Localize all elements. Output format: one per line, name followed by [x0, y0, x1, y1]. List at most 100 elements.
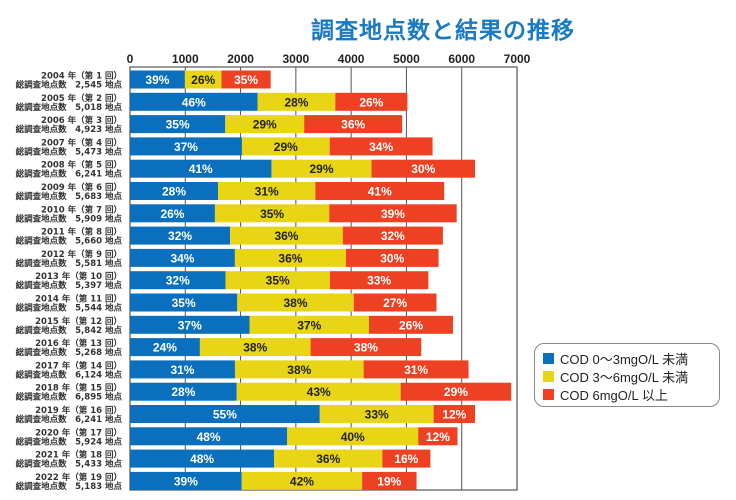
row-label-total: 総調査地点数 4,923 地点 — [16, 124, 123, 135]
bar-segment — [433, 405, 476, 423]
bar-segment — [199, 338, 311, 357]
legend-swatch-yellow — [543, 370, 554, 382]
bar-segment-label: 46% — [182, 95, 206, 109]
bar-segment — [130, 159, 272, 178]
row-label-total: 総調査地点数 5,909 地点 — [16, 213, 123, 224]
bar-segment — [130, 271, 226, 290]
bars: 39% 26% 35%46% 28% 26%35% 29% 36%37% 29% 34%41% 2… — [130, 70, 512, 490]
bar-segment — [184, 70, 222, 89]
x-axis-ticks: 0 1000 2000 3000 4000 5000 6000 7000 — [127, 52, 531, 66]
bar-segment-label: 19% — [377, 474, 401, 488]
bar-segment — [342, 226, 443, 245]
row-label-total: 総調査地点数 2,545 地点 — [16, 80, 123, 91]
row-label-year: 2013 年（第 10 回） — [35, 271, 122, 282]
legend-item-cod-0-3: COD 0～3mgO/L 未満 — [543, 349, 711, 367]
bar-segment — [230, 226, 343, 245]
bar-segment-label: 29% — [274, 140, 298, 154]
row-label-year: 2016 年（第 13 回） — [35, 338, 122, 349]
bar-segment-label: 38% — [243, 341, 267, 355]
bar-segment-label: 30% — [411, 162, 435, 176]
row-label-total: 総調査地点数 5,433 地点 — [16, 459, 123, 470]
bar-segment-label: 30% — [380, 251, 404, 265]
bar-segment-label: 32% — [168, 229, 192, 243]
bar-segment — [335, 92, 408, 111]
bar-segment-label: 16% — [394, 452, 418, 466]
row-label-total: 総調査地点数 5,183 地点 — [16, 481, 123, 492]
bar-segment-label: 37% — [297, 318, 321, 332]
bar-segment-label: 38% — [354, 341, 378, 355]
legend-swatch-red — [543, 388, 554, 400]
bar-segment — [237, 293, 354, 312]
row-label-total: 総調査地点数 6,895 地点 — [16, 392, 123, 403]
bar-segment — [363, 360, 469, 379]
bar-segment-label: 24% — [153, 341, 177, 355]
x-tick-label: 0 — [127, 52, 134, 66]
bar-segment — [271, 159, 372, 178]
row-label-total: 総調査地点数 5,683 地点 — [16, 191, 123, 202]
row-label-year: 2005 年（第 2 回） — [41, 93, 122, 104]
legend-label: COD 0～3mgO/L 未満 — [560, 351, 689, 367]
row-label-total: 総調査地点数 5,268 地点 — [16, 347, 123, 358]
bar-segment — [130, 70, 185, 89]
bar-segment — [234, 248, 346, 267]
row-label-total: 総調査地点数 5,924 地点 — [16, 436, 123, 447]
row-label-total: 総調査地点数 6,241 地点 — [16, 169, 123, 180]
row-label-total: 総調査地点数 5,397 地点 — [16, 280, 123, 291]
x-tick-label: 6000 — [448, 52, 475, 66]
bar-segment — [310, 338, 422, 357]
row-label-year: 2022 年（第 19 回） — [35, 472, 122, 483]
legend-item-cod-3-6: COD 3～6mgO/L 未満 — [543, 367, 711, 385]
bar-segment — [236, 382, 401, 401]
bar-segment — [225, 271, 330, 290]
bar-segment-label: 31% — [404, 363, 428, 377]
bar-segment — [369, 315, 453, 334]
bar-segment — [304, 115, 403, 134]
bar-segment-label: 41% — [189, 162, 213, 176]
bar-segment — [130, 315, 250, 334]
legend-swatch-blue — [543, 352, 554, 364]
row-label-year: 2020 年（第 17 回） — [35, 427, 122, 438]
bar-segment — [130, 92, 258, 111]
bar-segment-label: 12% — [426, 430, 450, 444]
x-tick-label: 7000 — [504, 52, 531, 66]
bar-segment — [371, 159, 476, 178]
bar-segment — [130, 248, 235, 267]
row-label-year: 2014 年（第 11 回） — [35, 294, 122, 305]
bar-segment — [130, 360, 235, 379]
bar-segment-label: 35% — [166, 118, 190, 132]
x-tick-label: 2000 — [227, 52, 254, 66]
bar-segment — [130, 137, 242, 156]
row-labels: 2004 年（第 1 回）総調査地点数 2,545 地点 2005 年（第 2 回… — [16, 71, 123, 492]
bar-segment-label: 34% — [369, 140, 393, 154]
row-label-year: 2009 年（第 6 回） — [41, 182, 122, 193]
row-label-year: 2011 年（第 8 回） — [41, 227, 122, 238]
bar-segment-label: 33% — [367, 274, 391, 288]
bar-segment-label: 32% — [166, 274, 190, 288]
bar-segment-label: 36% — [274, 229, 298, 243]
row-label-year: 2019 年（第 16 回） — [35, 405, 122, 416]
row-label-year: 2015 年（第 12 回） — [35, 316, 122, 327]
legend-item-cod-6-plus: COD 6mgO/L 以上 — [543, 385, 711, 403]
bar-segment-label: 37% — [174, 140, 198, 154]
bar-segment-label: 28% — [171, 385, 195, 399]
bar-segment-label: 28% — [284, 95, 308, 109]
row-label-total: 総調査地点数 5,473 地点 — [16, 146, 123, 157]
bar-segment — [287, 427, 419, 446]
x-tick-label: 4000 — [338, 52, 365, 66]
bar-segment — [345, 248, 439, 267]
row-label-year: 2004 年（第 1 回） — [41, 71, 122, 82]
bar-segment — [241, 137, 330, 156]
bar-segment — [400, 382, 512, 401]
bar-segment-label: 34% — [170, 251, 194, 265]
bar-segment-label: 39% — [381, 207, 405, 221]
bar-segment — [130, 338, 200, 357]
row-label-year: 2010 年（第 7 回） — [41, 204, 122, 215]
bar-segment — [214, 204, 330, 223]
bar-segment — [241, 471, 363, 490]
bar-segment — [353, 293, 437, 312]
bar-segment-label: 48% — [190, 452, 214, 466]
bar-segment-label: 28% — [162, 185, 186, 199]
row-label-total: 総調査地点数 5,018 地点 — [16, 102, 123, 113]
bar-segment-label: 40% — [341, 430, 365, 444]
bar-segment-label: 12% — [442, 408, 466, 422]
